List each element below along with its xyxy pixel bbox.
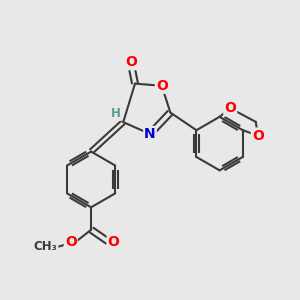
Text: O: O (65, 235, 77, 248)
Text: O: O (224, 101, 236, 115)
Text: O: O (156, 79, 168, 93)
Text: O: O (125, 55, 137, 69)
Text: N: N (144, 127, 156, 141)
Text: O: O (108, 235, 119, 248)
Text: CH₃: CH₃ (34, 240, 58, 254)
Text: O: O (252, 128, 264, 142)
Text: H: H (111, 107, 121, 120)
